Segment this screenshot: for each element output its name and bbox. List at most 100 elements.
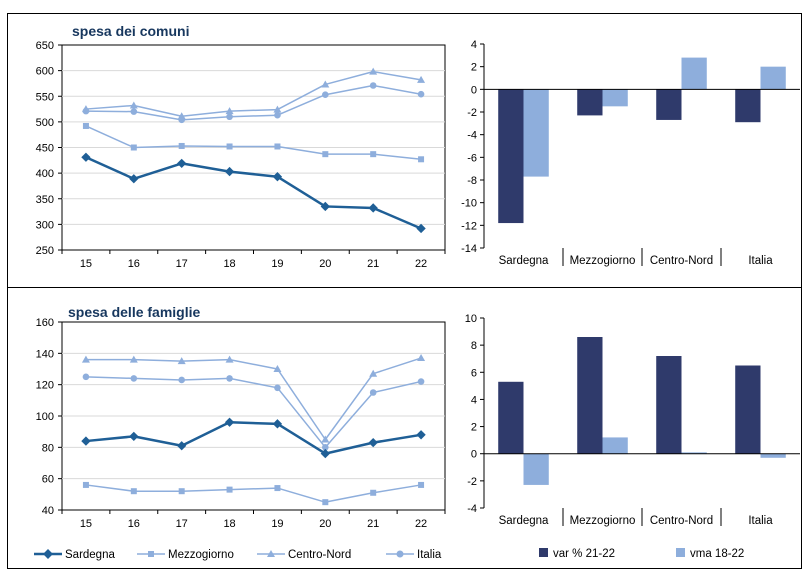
point-centro-nord [417,354,426,362]
legend-swatch-vma [676,548,685,557]
legend-label-centro-nord: Centro-Nord [288,549,351,561]
point-sardegna [368,203,378,213]
point-italia [226,375,233,382]
bar-vma-italia [760,66,786,90]
bar-vma-centro-nord [681,57,707,90]
point-centro-nord [81,355,90,363]
series-line-centro-nord [85,357,422,441]
point-italia [322,444,329,451]
legend-marker-italia [396,550,404,558]
point-mezzogiorno [322,151,329,158]
point-centro-nord [369,369,378,377]
series-line-italia [85,376,422,449]
point-italia [178,376,185,384]
y-tick-label: 550 [36,91,54,103]
y-tick-label: -6 [467,152,477,164]
point-italia [417,90,425,98]
point-sardegna [177,158,187,169]
bar-vma-italia [760,453,786,458]
y-tick-label: 2 [471,422,477,434]
legend-label-sardegna: Sardegna [65,549,115,561]
y-tick-label: -2 [467,107,477,119]
legend-marker-sardegna [43,549,53,559]
point-mezzogiorno [274,143,281,150]
point-mezzogiorno [82,122,89,129]
bar-var-sardegna [498,89,524,224]
x-tick-label: 18 [223,518,235,530]
bar-var-centro-nord [656,356,682,454]
point-mezzogiorno [130,488,137,495]
legend-label-vma: vma 18-22 [690,548,744,560]
x-tick-label: 20 [319,518,331,530]
point-mezzogiorno [274,485,281,492]
y-tick-label: 8 [471,340,477,352]
series-line-sardegna [85,156,422,230]
series-line-centro-nord [85,70,422,117]
point-mezzogiorno [178,142,185,149]
point-centro-nord [321,80,330,88]
y-tick-label: 6 [471,367,477,379]
category-label: Centro-Nord [650,515,713,527]
category-label: Italia [748,255,773,267]
point-centro-nord [417,75,426,83]
point-centro-nord [225,355,234,363]
point-centro-nord [177,357,186,365]
bar-var-mezzogiorno [577,89,603,116]
point-italia [226,113,233,121]
point-sardegna [81,152,91,162]
x-tick-label: 20 [319,258,331,270]
y-tick-label: 400 [36,168,54,180]
y-tick-label: 250 [36,245,54,257]
point-italia [322,91,329,99]
x-tick-label: 21 [367,518,379,530]
y-tick-label: 450 [36,143,54,155]
category-label: Italia [748,515,773,527]
bar-vma-mezzogiorno [602,89,628,107]
point-italia [82,107,90,115]
point-sardegna [320,201,330,212]
point-mezzogiorno [322,499,329,506]
legend-label-mezzogiorno: Mezzogiorno [168,549,234,561]
y-tick-label: 120 [36,380,54,392]
point-centro-nord [273,105,282,113]
point-italia [130,375,138,382]
y-tick-label: 650 [36,40,54,52]
y-tick-label: 80 [42,442,54,454]
point-sardegna [224,166,235,177]
point-mezzogiorno [370,489,377,496]
point-sardegna [81,436,91,446]
point-mezzogiorno [418,156,425,163]
series-line-sardegna [85,421,422,455]
point-italia [274,111,281,119]
point-sardegna [129,174,139,184]
point-italia [82,373,90,381]
y-tick-label: 4 [471,394,477,406]
x-tick-label: 18 [223,258,235,270]
point-italia [130,108,138,115]
point-centro-nord [369,67,378,75]
y-tick-label: -4 [467,130,477,142]
y-tick-label: -10 [461,198,477,210]
y-tick-label: 0 [471,449,477,461]
y-tick-label: 2 [471,62,477,74]
series-line-mezzogiorno [85,125,422,161]
x-tick-label: 22 [415,518,427,530]
point-mezzogiorno [226,143,233,150]
point-italia [417,378,425,385]
y-tick-label: -12 [461,220,477,232]
y-tick-label: 600 [36,66,54,78]
y-tick-label: -14 [461,243,477,255]
point-italia [369,82,377,89]
x-tick-label: 15 [80,258,92,270]
category-label: Sardegna [499,255,549,267]
point-mezzogiorno [82,481,89,488]
legend-lines: Sardegna Mezzogiorno Centro-Nord Italia [34,549,442,561]
y-tick-label: 40 [42,505,54,517]
bar-var-italia [735,365,761,454]
point-mezzogiorno [178,488,185,495]
x-tick-label: 22 [415,258,427,270]
y-tick-label: 60 [42,474,54,486]
point-mezzogiorno [226,486,233,493]
bar-vma-centro-nord [681,452,707,454]
